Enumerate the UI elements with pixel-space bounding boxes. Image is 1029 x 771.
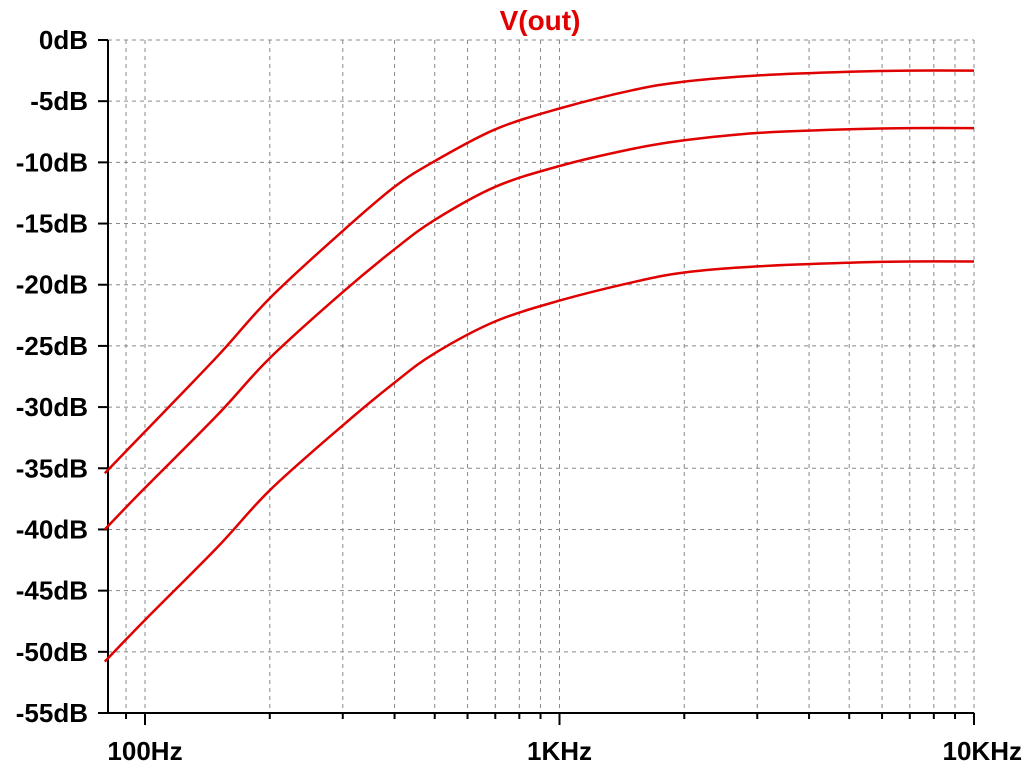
x-tick-label: 100Hz	[107, 736, 182, 766]
series-line-2	[103, 126, 975, 531]
y-tick-label: -15dB	[16, 209, 88, 239]
chart-title: V(out)	[500, 5, 581, 36]
y-tick-label: -10dB	[16, 147, 88, 177]
series-line-1	[103, 69, 975, 475]
y-tick-label: -45dB	[16, 576, 88, 606]
y-tick-label: -40dB	[16, 514, 88, 544]
y-tick-label: -30dB	[16, 392, 88, 422]
series-group	[103, 69, 975, 663]
x-tick-label: 10KHz	[943, 736, 1022, 766]
grid-lines	[108, 39, 975, 714]
plot-frame	[98, 39, 975, 725]
series-line-3	[103, 260, 975, 663]
y-axis-tick-labels: 0dB -5dB -10dB -15dB -20dB -25dB -30dB -35dB -40…	[16, 25, 88, 728]
y-tick-label: -20dB	[16, 270, 88, 300]
y-tick-label: -5dB	[30, 86, 88, 116]
y-tick-label: 0dB	[39, 25, 88, 55]
y-tick-label: -25dB	[16, 331, 88, 361]
y-tick-label: -50dB	[16, 637, 88, 667]
x-axis-tick-labels: 100Hz 1KHz 10KHz	[107, 736, 1022, 766]
x-tick-label: 1KHz	[527, 736, 592, 766]
y-tick-label: -35dB	[16, 453, 88, 483]
y-tick-label: -55dB	[16, 698, 88, 728]
